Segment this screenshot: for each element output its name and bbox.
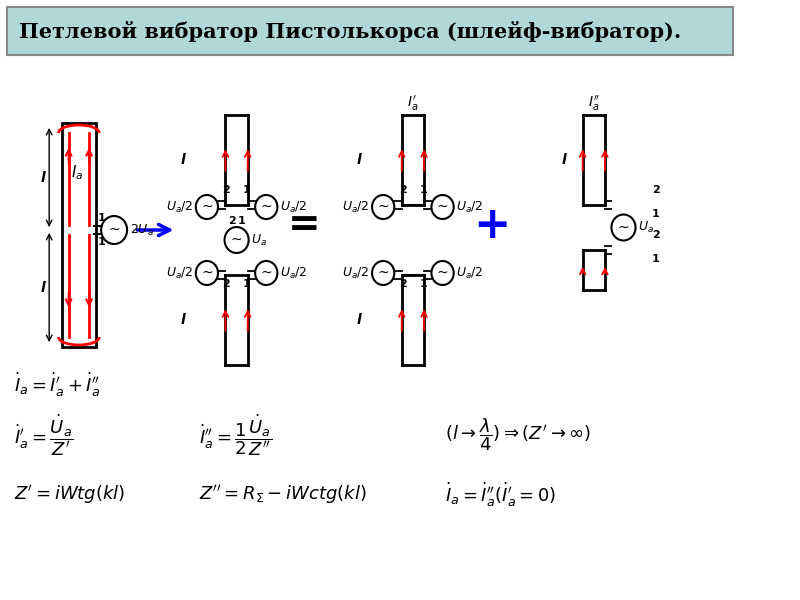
Text: ~: ~	[437, 200, 448, 214]
Text: ~: ~	[201, 200, 213, 214]
Text: 2: 2	[398, 279, 406, 289]
Text: l: l	[41, 170, 46, 185]
Text: 1: 1	[243, 279, 250, 289]
Text: 1: 1	[652, 254, 660, 264]
Text: 1: 1	[98, 237, 105, 247]
Text: $U_a/2$: $U_a/2$	[280, 199, 307, 215]
Text: $\dot{I}_a = \dot{I}_a^{\prime} + \dot{I}_a^{\prime\prime}$: $\dot{I}_a = \dot{I}_a^{\prime} + \dot{I…	[14, 371, 100, 399]
Text: $I_a^{\prime}$: $I_a^{\prime}$	[407, 94, 418, 113]
Text: $Z^{\prime} = iWtg(kl)$: $Z^{\prime} = iWtg(kl)$	[14, 484, 125, 506]
Text: 1: 1	[98, 213, 105, 223]
Text: $\dot{I}_a^{\prime} = \dfrac{\dot{U}_a}{Z^{\prime}}$: $\dot{I}_a^{\prime} = \dfrac{\dot{U}_a}{…	[14, 412, 74, 458]
Text: ~: ~	[378, 266, 389, 280]
Text: 1: 1	[243, 185, 250, 195]
Text: ~: ~	[261, 266, 272, 280]
Text: ~: ~	[378, 200, 389, 214]
Text: 1: 1	[419, 279, 427, 289]
Text: $U_a/2$: $U_a/2$	[457, 199, 484, 215]
Text: $(l \rightarrow \dfrac{\lambda}{4}) \Rightarrow (Z^{\prime} \rightarrow \infty)$: $(l \rightarrow \dfrac{\lambda}{4}) \Rig…	[446, 416, 591, 454]
Text: $U_a/2$: $U_a/2$	[457, 265, 484, 281]
Text: ~: ~	[261, 200, 272, 214]
Text: $Z^{\prime\prime} = R_{\Sigma} - iWctg(kl)$: $Z^{\prime\prime} = R_{\Sigma} - iWctg(k…	[199, 484, 367, 506]
Text: $U_a/2$: $U_a/2$	[166, 265, 193, 281]
Text: 2: 2	[652, 185, 660, 195]
Text: ~: ~	[437, 266, 448, 280]
Text: l: l	[41, 280, 46, 295]
Text: $U_a$: $U_a$	[638, 220, 654, 235]
Text: $U_a/2$: $U_a/2$	[166, 199, 193, 215]
Text: 2: 2	[222, 279, 230, 289]
Text: ~: ~	[230, 233, 242, 247]
Text: $I_a$: $I_a$	[71, 163, 83, 182]
Text: $U_a/2$: $U_a/2$	[342, 199, 370, 215]
Bar	[62, 123, 95, 347]
Text: +: +	[473, 203, 510, 247]
Bar	[7, 7, 733, 55]
Text: ~: ~	[201, 266, 213, 280]
Text: 1: 1	[419, 185, 427, 195]
Text: $\dot{I}_a^{\prime\prime} = \dfrac{1}{2}\dfrac{\dot{U}_a}{Z^{\prime\prime}}$: $\dot{I}_a^{\prime\prime} = \dfrac{1}{2}…	[199, 412, 273, 458]
Text: =: =	[288, 206, 321, 244]
Text: 2: 2	[652, 230, 660, 240]
Text: l: l	[181, 313, 185, 327]
Text: 1: 1	[652, 209, 660, 219]
Text: 1: 1	[238, 216, 245, 226]
Text: $\dot{I}_a = \dot{I}_a^{\prime\prime}(\dot{I}_a^{\prime} = 0)$: $\dot{I}_a = \dot{I}_a^{\prime\prime}(\d…	[446, 481, 557, 509]
Text: 2: 2	[228, 216, 236, 226]
Text: 2: 2	[398, 185, 406, 195]
Text: 2: 2	[222, 185, 230, 195]
Text: l: l	[357, 313, 362, 327]
Text: l: l	[181, 153, 185, 167]
Text: ~: ~	[618, 220, 630, 235]
Text: $U_a/2$: $U_a/2$	[342, 265, 370, 281]
Text: Петлевой вибратор Пистолькорса (шлейф-вибратор).: Петлевой вибратор Пистолькорса (шлейф-ви…	[18, 20, 681, 41]
Text: $U_a$: $U_a$	[251, 232, 267, 248]
Text: l: l	[562, 153, 566, 167]
Text: ~: ~	[108, 223, 120, 237]
Text: $U_a/2$: $U_a/2$	[280, 265, 307, 281]
Text: $2U_a$: $2U_a$	[130, 223, 154, 238]
Text: $I_a^{\prime\prime}$: $I_a^{\prime\prime}$	[588, 94, 600, 113]
Text: l: l	[357, 153, 362, 167]
